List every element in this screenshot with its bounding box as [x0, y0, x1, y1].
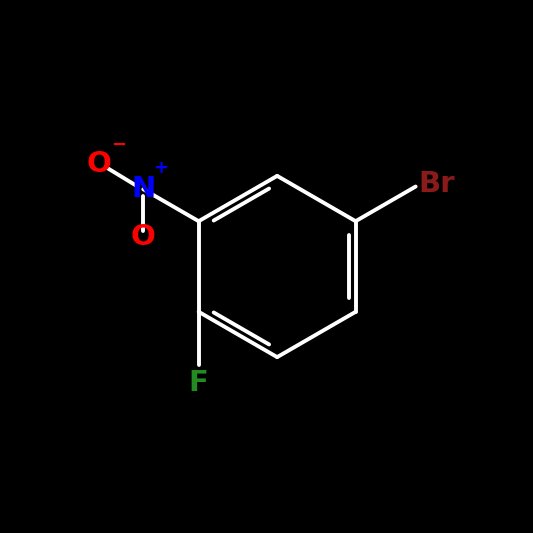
- Text: O: O: [131, 223, 156, 251]
- Text: −: −: [111, 135, 126, 154]
- Text: Br: Br: [418, 170, 455, 198]
- Text: +: +: [153, 159, 168, 177]
- Text: N: N: [131, 175, 156, 203]
- Text: F: F: [189, 369, 208, 398]
- Text: O: O: [87, 150, 111, 177]
